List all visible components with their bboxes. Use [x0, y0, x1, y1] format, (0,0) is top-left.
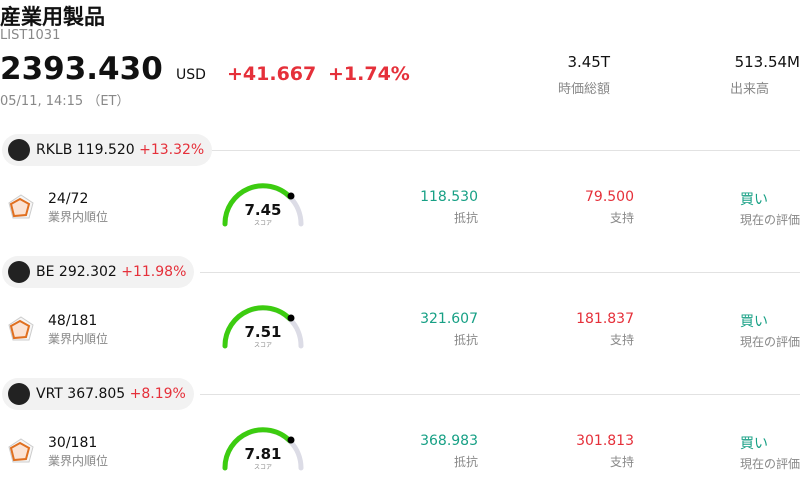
stock-logo [8, 383, 30, 405]
stock-price: 119.520 [76, 142, 135, 158]
price: 2393.430 [0, 51, 163, 87]
score-gauge [222, 183, 304, 227]
score-gauge [222, 305, 304, 349]
resistance-label: 抵抗 [453, 333, 478, 347]
currency: USD [176, 67, 206, 83]
support: 301.813 [576, 433, 634, 449]
stat-value: 513.54M [734, 53, 800, 71]
support-label: 支持 [609, 455, 634, 469]
stock-change: +8.19% [129, 386, 186, 402]
change: +41.667 [227, 63, 317, 85]
resistance: 118.530 [420, 189, 478, 205]
divider [200, 150, 800, 151]
support-label: 支持 [609, 211, 634, 225]
divider [200, 394, 800, 395]
rank-icon [8, 438, 34, 463]
resistance: 368.983 [420, 433, 478, 449]
score-label: スコア [253, 342, 272, 349]
stock-logo [8, 139, 30, 161]
score-label: スコア [253, 220, 272, 227]
stock-change: +11.98% [121, 264, 187, 280]
change-percent: +1.74% [328, 63, 410, 85]
ticker: BE [36, 264, 55, 280]
rank-icon [8, 194, 34, 219]
divider [200, 272, 800, 273]
rank: 30/181 [48, 435, 98, 451]
support: 79.500 [585, 189, 634, 205]
rank-label: 業界内順位 [48, 332, 109, 346]
rating-label: 現在の評価 [740, 213, 800, 227]
resistance-label: 抵抗 [453, 455, 478, 469]
resistance-label: 抵抗 [453, 211, 478, 225]
ticker: RKLB [36, 142, 73, 158]
score: 7.51 [244, 323, 282, 341]
rating-label: 現在の評価 [740, 457, 800, 471]
rating: 買い [740, 314, 768, 330]
rank: 24/72 [48, 191, 89, 207]
code: LIST1031 [0, 28, 61, 43]
stock-change: +13.32% [139, 142, 205, 158]
score: 7.81 [244, 445, 282, 463]
rank-label: 業界内順位 [48, 210, 109, 224]
datetime: 05/11, 14:15 （ET） [0, 94, 130, 109]
stock-pill[interactable]: BE 292.302 +11.98% [2, 256, 195, 288]
resistance: 321.607 [420, 311, 478, 327]
rating: 買い [740, 436, 768, 452]
stock-price: 367.805 [67, 386, 126, 402]
support-label: 支持 [609, 333, 634, 347]
stat-value: 3.45T [567, 53, 610, 71]
ticker: VRT [36, 386, 63, 402]
title: 産業用製品 [0, 5, 105, 29]
support: 181.837 [576, 311, 634, 327]
stock-pill[interactable]: VRT 367.805 +8.19% [2, 378, 194, 410]
score-label: スコア [253, 464, 272, 471]
rating: 買い [740, 192, 768, 208]
stock-price: 292.302 [58, 264, 117, 280]
stock-pill[interactable]: RKLB 119.520 +13.32% [2, 134, 213, 166]
stock-logo [8, 261, 30, 283]
score-gauge [222, 427, 304, 471]
stat-label: 時価総額 [557, 82, 610, 97]
rank-icon [8, 316, 34, 341]
rank: 48/181 [48, 313, 98, 329]
rating-label: 現在の評価 [740, 335, 800, 349]
stat-label: 出来高 [730, 82, 770, 97]
score: 7.45 [244, 201, 282, 219]
rank-label: 業界内順位 [48, 454, 109, 468]
